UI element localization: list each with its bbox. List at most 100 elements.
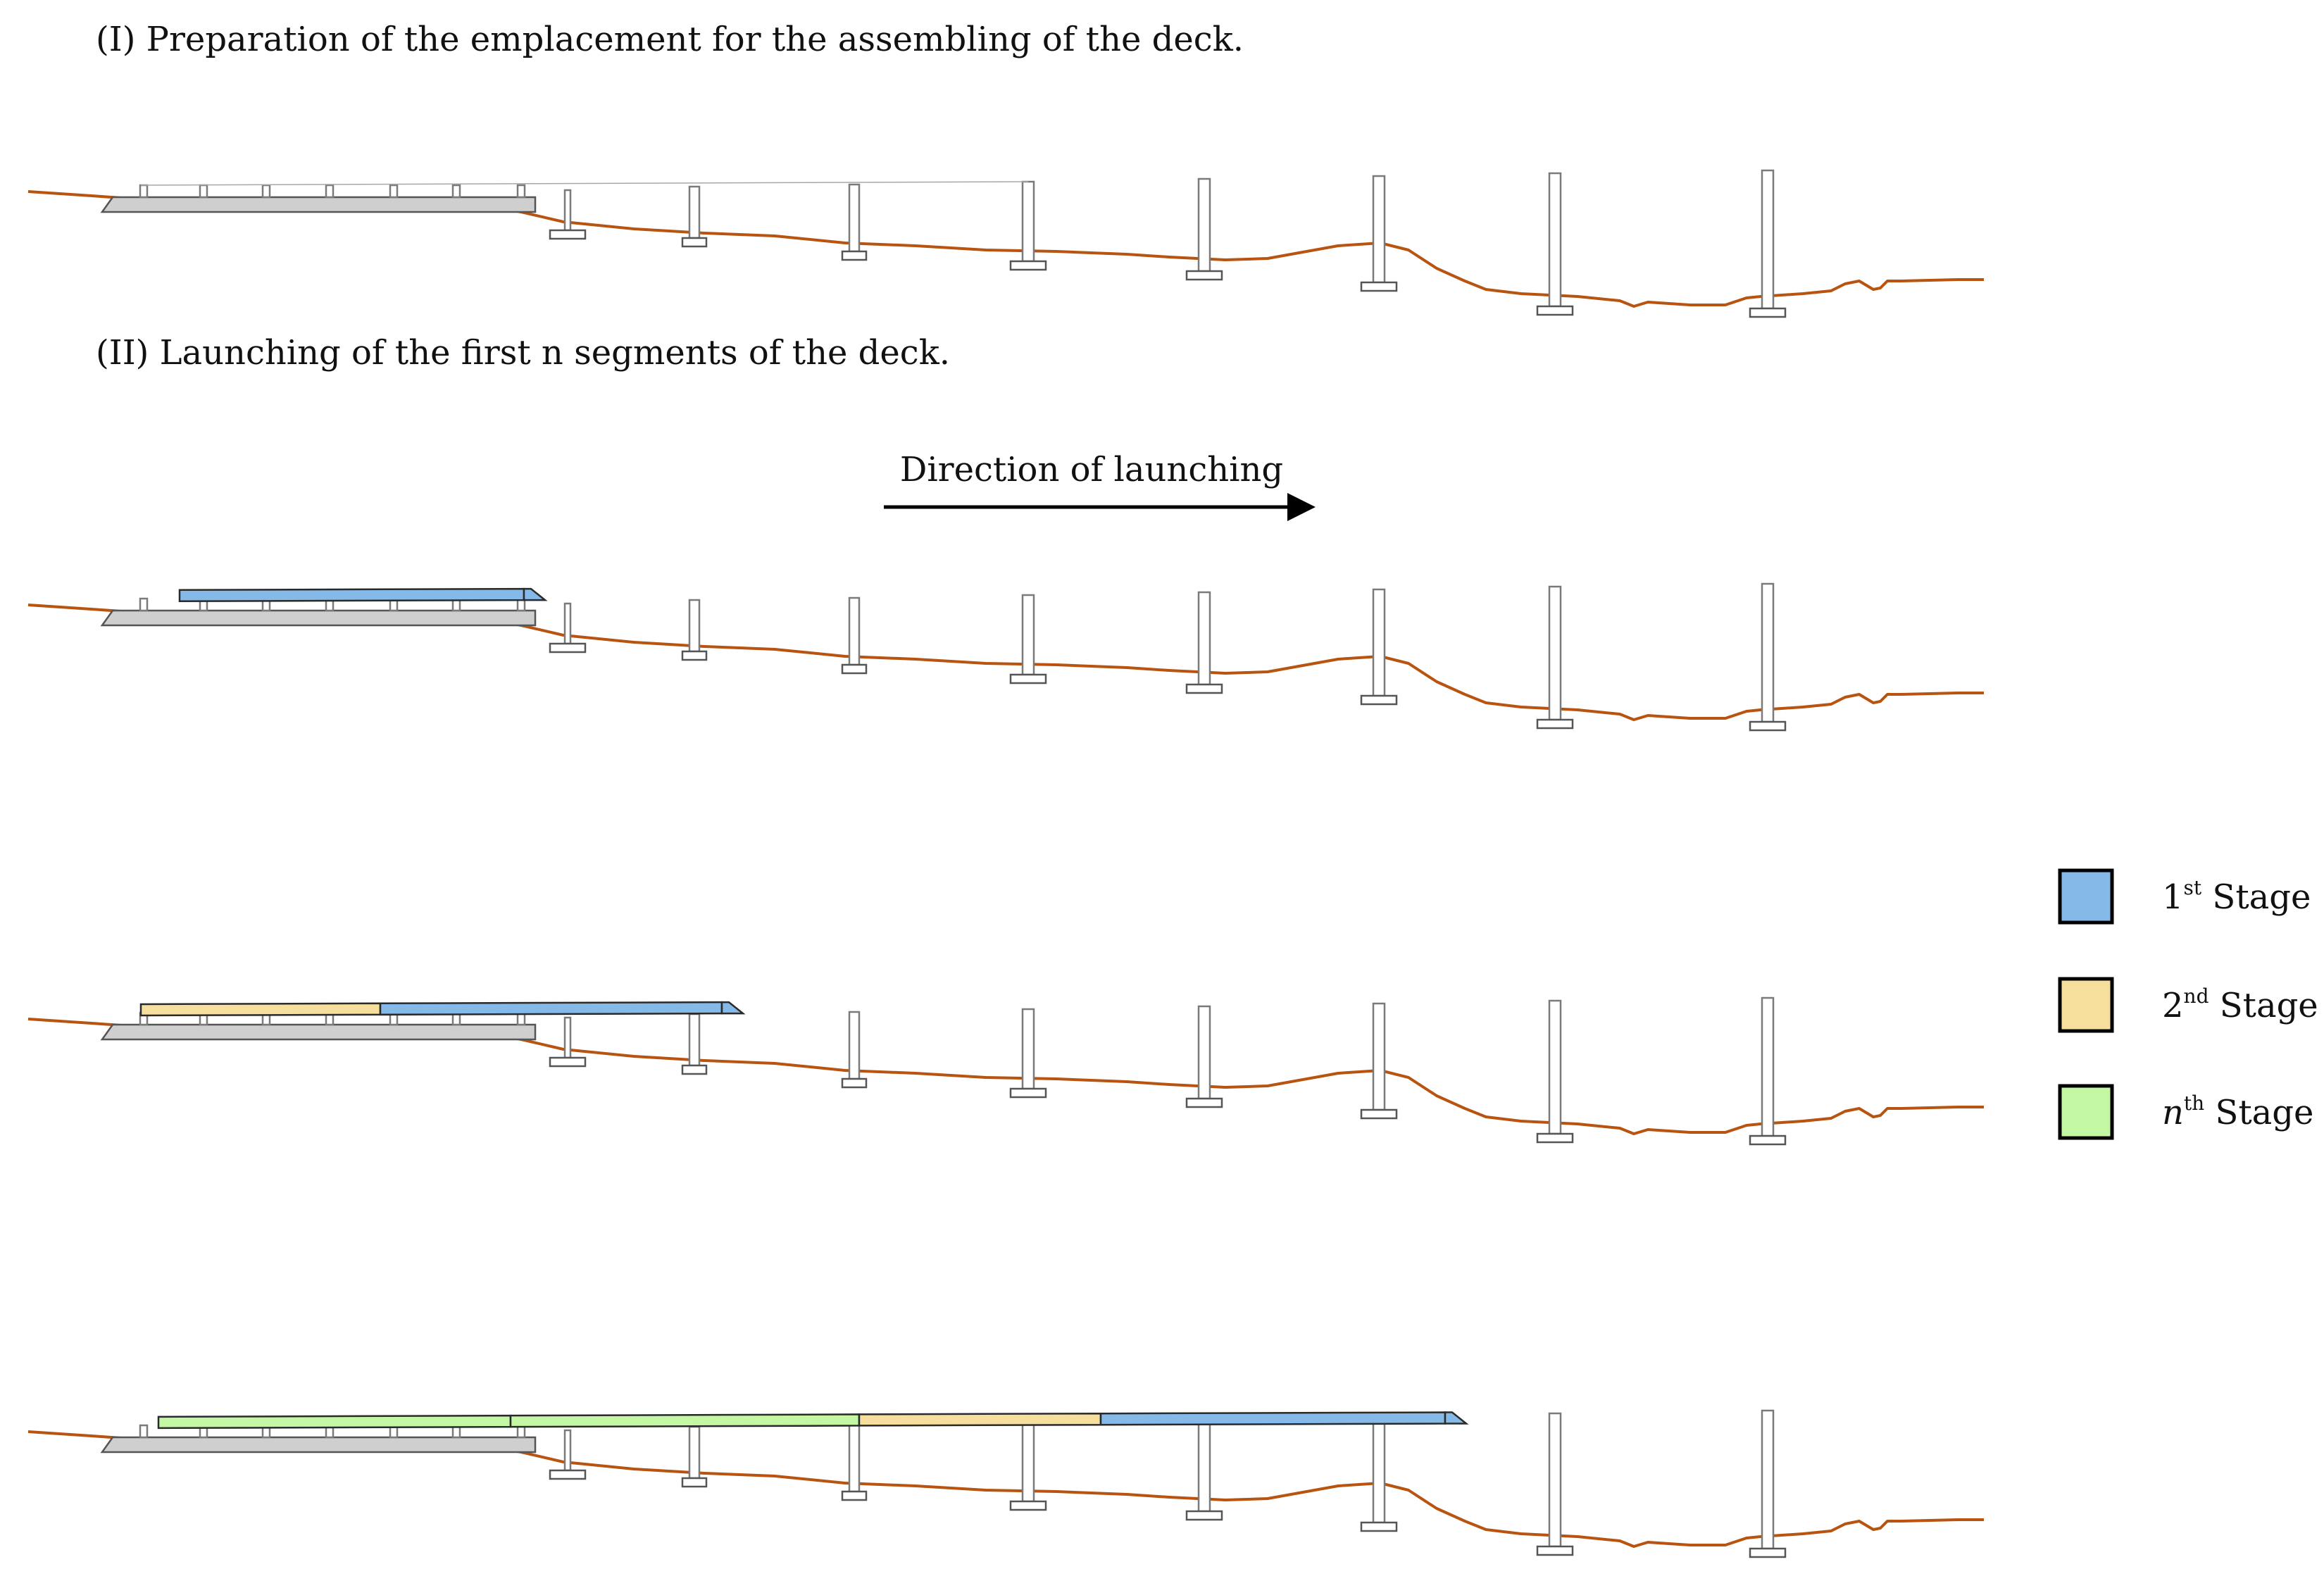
pier (1548, 999, 1562, 1135)
legend-word: Stage (2209, 986, 2318, 1025)
launching-pad (100, 609, 537, 627)
pier (688, 1425, 701, 1480)
pier-foundation (681, 237, 708, 248)
legend-swatch (2058, 977, 2114, 1033)
pier-foundation (1009, 1087, 1047, 1099)
pier (688, 1013, 701, 1067)
pier (1548, 1412, 1562, 1548)
pad-post (139, 597, 149, 612)
pier-foundation (549, 229, 587, 240)
panel-launch-stage-n (27, 1409, 1984, 1558)
legend-label: 2nd Stage (2162, 984, 2318, 1025)
pier-foundation (549, 1469, 587, 1480)
launching-nose (1444, 1411, 1469, 1425)
pad-post (325, 184, 335, 199)
legend-ordinal-suffix: st (2184, 876, 2202, 899)
deck-segment-stage-2 (858, 1412, 1102, 1427)
pier-foundation (1185, 683, 1223, 694)
pier (1372, 175, 1386, 284)
pier-foundation (1536, 1132, 1574, 1144)
pier-foundation (1360, 1521, 1398, 1532)
pier-foundation (1185, 1510, 1223, 1521)
pier-foundation (681, 1064, 708, 1075)
deck-segment-stage-n (509, 1413, 861, 1428)
pad-post (199, 184, 208, 199)
pier-foundation (681, 1477, 708, 1488)
legend-ordinal: 1 (2162, 877, 2184, 917)
direction-arrow: Direction of launching (884, 450, 1316, 521)
pier (1761, 1409, 1775, 1550)
pier-foundation (1009, 673, 1047, 685)
pier (1372, 1002, 1386, 1111)
pier (848, 183, 861, 253)
pier-foundation (841, 250, 868, 261)
legend-swatch (2058, 868, 2114, 925)
pier-foundation (1749, 1134, 1787, 1146)
legend-ordinal-suffix: th (2184, 1092, 2204, 1115)
pier (1021, 180, 1035, 263)
pier-foundation (1536, 718, 1574, 730)
pier (1197, 177, 1211, 273)
pier-foundation (841, 1490, 868, 1501)
pier (688, 599, 701, 653)
launching-nose (523, 587, 548, 601)
deck-segment-stage-1 (178, 587, 525, 603)
pier (1197, 591, 1211, 686)
pier (1021, 1008, 1035, 1090)
legend-label: nth Stage (2162, 1092, 2313, 1132)
pier-foundation (549, 1056, 587, 1068)
deck-alignment-line (140, 181, 1029, 186)
pier (848, 596, 861, 666)
pier-foundation (841, 663, 868, 675)
pier (1548, 172, 1562, 308)
pier-foundation (1536, 1545, 1574, 1556)
pad-post (516, 184, 526, 199)
deck-segment-stage-n (157, 1414, 512, 1430)
pier (1021, 594, 1035, 676)
pier-foundation (1185, 270, 1223, 281)
pad-post (389, 184, 399, 199)
pier-foundation (1185, 1097, 1223, 1108)
panel-launch-stage-1 (27, 582, 1984, 732)
pier (848, 1011, 861, 1080)
pier (1021, 1420, 1035, 1503)
legend-word: Stage (2204, 1093, 2313, 1132)
deck-segment-stage-2 (139, 1002, 382, 1017)
panel-preparation (27, 169, 1984, 318)
pier (563, 602, 572, 645)
legend-ordinal: 2 (2162, 986, 2184, 1025)
legend-ordinal-suffix: nd (2184, 984, 2209, 1008)
pier-foundation (1009, 1500, 1047, 1511)
pier (563, 189, 572, 232)
pier (1197, 1418, 1211, 1513)
pier (563, 1429, 572, 1472)
launching-pad (100, 1436, 537, 1454)
pier (688, 185, 701, 239)
direction-label: Direction of launching (900, 450, 1283, 489)
pier-foundation (841, 1077, 868, 1089)
pier-foundation (1749, 307, 1787, 318)
pad-post (139, 184, 149, 199)
caption-stage-1: (I) Preparation of the emplacement for t… (96, 20, 1244, 59)
pier-foundation (1360, 281, 1398, 292)
pier (1548, 585, 1562, 721)
pier (1761, 169, 1775, 310)
launching-pad (100, 196, 537, 213)
pier-foundation (1749, 1547, 1787, 1558)
pier-foundation (1360, 694, 1398, 706)
panel-launch-stage-2 (27, 996, 1984, 1146)
pier (1372, 1415, 1386, 1524)
pier-foundation (549, 642, 587, 654)
arrow-head-icon (1287, 493, 1316, 521)
pier (1372, 588, 1386, 697)
deck-segment-stage-1 (379, 1001, 723, 1016)
launching-nose (720, 1001, 746, 1015)
legend-swatch (2058, 1084, 2114, 1140)
pier-foundation (1749, 720, 1787, 732)
pier-foundation (1360, 1108, 1398, 1120)
pier (848, 1423, 861, 1493)
deck-segment-stage-1 (1099, 1411, 1447, 1426)
legend-ordinal: n (2162, 1093, 2184, 1132)
